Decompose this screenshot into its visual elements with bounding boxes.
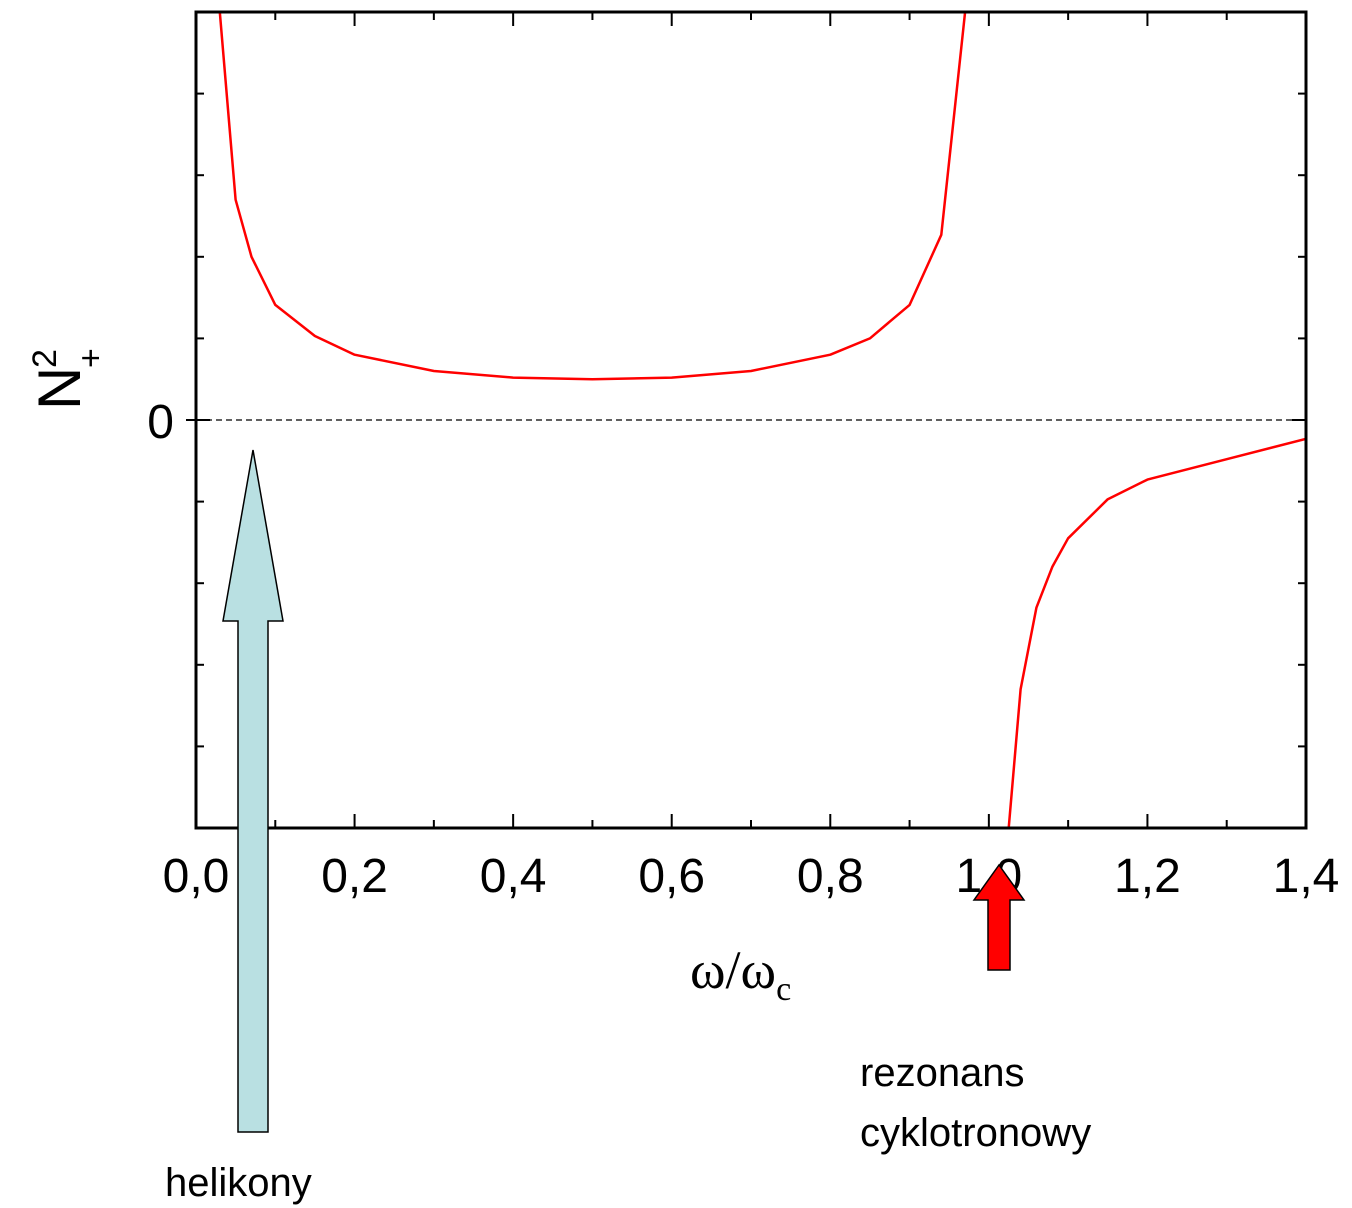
y-axis-title: N 2 + — [26, 348, 110, 410]
x-tick-label: 0,2 — [321, 850, 388, 903]
annotation-helikony: helikony — [165, 1161, 312, 1205]
annotation-rezonans-line1: rezonans — [860, 1051, 1025, 1095]
x-tick-label: 0,0 — [163, 850, 230, 903]
y-tick-label: 0 — [147, 396, 174, 449]
annotation-rezonans-line2: cyklotronowy — [860, 1111, 1091, 1155]
x-tick-label: 1,2 — [1114, 850, 1181, 903]
y-axis-title-sup: 2 — [26, 349, 64, 368]
series-layer — [218, 12, 1306, 828]
helikony-arrow — [222, 449, 284, 1133]
x-tick-label: 0,8 — [797, 850, 864, 903]
x-tick-label: 0,6 — [638, 850, 705, 903]
series-line-segment-2 — [1007, 437, 1306, 828]
x-tick-label: 0,4 — [480, 850, 547, 903]
ticks-layer — [186, 12, 1307, 828]
y-axis-title-sub: + — [72, 348, 110, 368]
rezonans-arrow — [972, 863, 1026, 971]
y-axis-title-main: N — [26, 367, 93, 410]
series-line-segment-1 — [218, 12, 967, 381]
x-tick-label: 1,4 — [1273, 850, 1340, 903]
x-axis-title: ω/ωc — [690, 940, 791, 1008]
